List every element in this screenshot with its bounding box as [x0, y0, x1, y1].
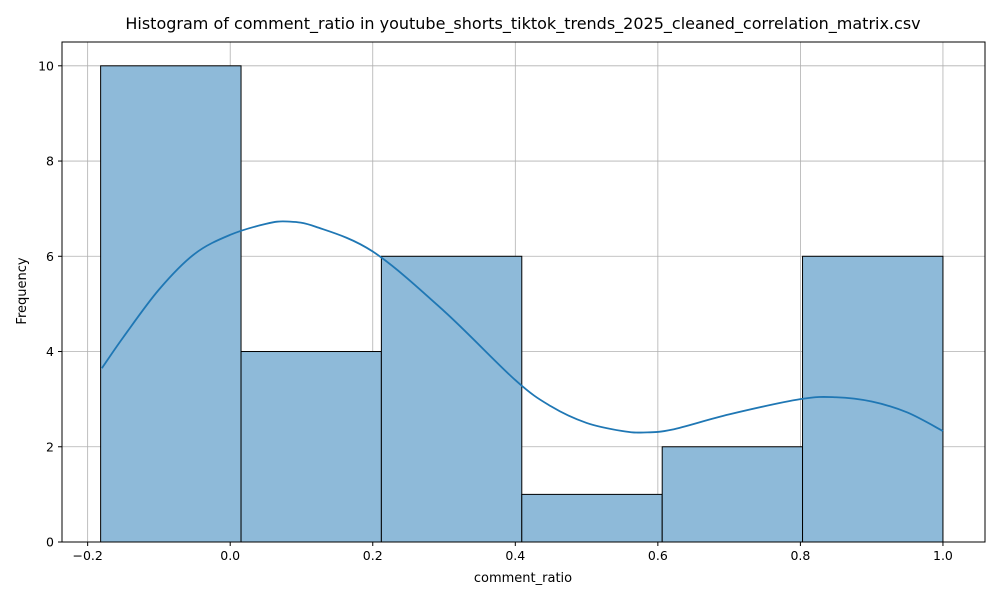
- y-tick-label: 6: [46, 249, 54, 264]
- y-tick-label: 2: [46, 439, 54, 454]
- x-axis-label: comment_ratio: [474, 571, 572, 586]
- x-tick-label: 0.4: [505, 548, 525, 563]
- kde-layer: [101, 220, 944, 434]
- x-tick-label: −0.2: [72, 548, 102, 563]
- bars-layer: [100, 65, 944, 543]
- histogram-bar: [802, 255, 944, 543]
- chart-title: Histogram of comment_ratio in youtube_sh…: [125, 14, 920, 34]
- kde-line: [101, 220, 944, 434]
- y-tick-label: 4: [46, 344, 54, 359]
- histogram-bar: [100, 65, 242, 543]
- histogram-bar: [240, 351, 382, 543]
- x-tick-label: 1.0: [933, 548, 953, 563]
- y-ticks: 0 2 4 6 8 10: [38, 58, 62, 550]
- histogram-bar: [661, 446, 804, 543]
- histogram-bar: [380, 255, 523, 543]
- histogram-bar: [521, 493, 663, 543]
- y-axis-label: Frequency: [15, 257, 30, 324]
- x-ticks: −0.2 0.0 0.2 0.4 0.6 0.8 1.0: [72, 542, 953, 563]
- y-tick-label: 10: [38, 58, 54, 73]
- x-tick-label: 0.0: [220, 548, 240, 563]
- plot-frame: [61, 41, 986, 543]
- x-tick-label: 0.8: [790, 548, 810, 563]
- x-tick-label: 0.2: [363, 548, 383, 563]
- y-tick-label: 0: [46, 535, 54, 550]
- y-tick-label: 8: [46, 154, 54, 169]
- x-tick-label: 0.6: [648, 548, 668, 563]
